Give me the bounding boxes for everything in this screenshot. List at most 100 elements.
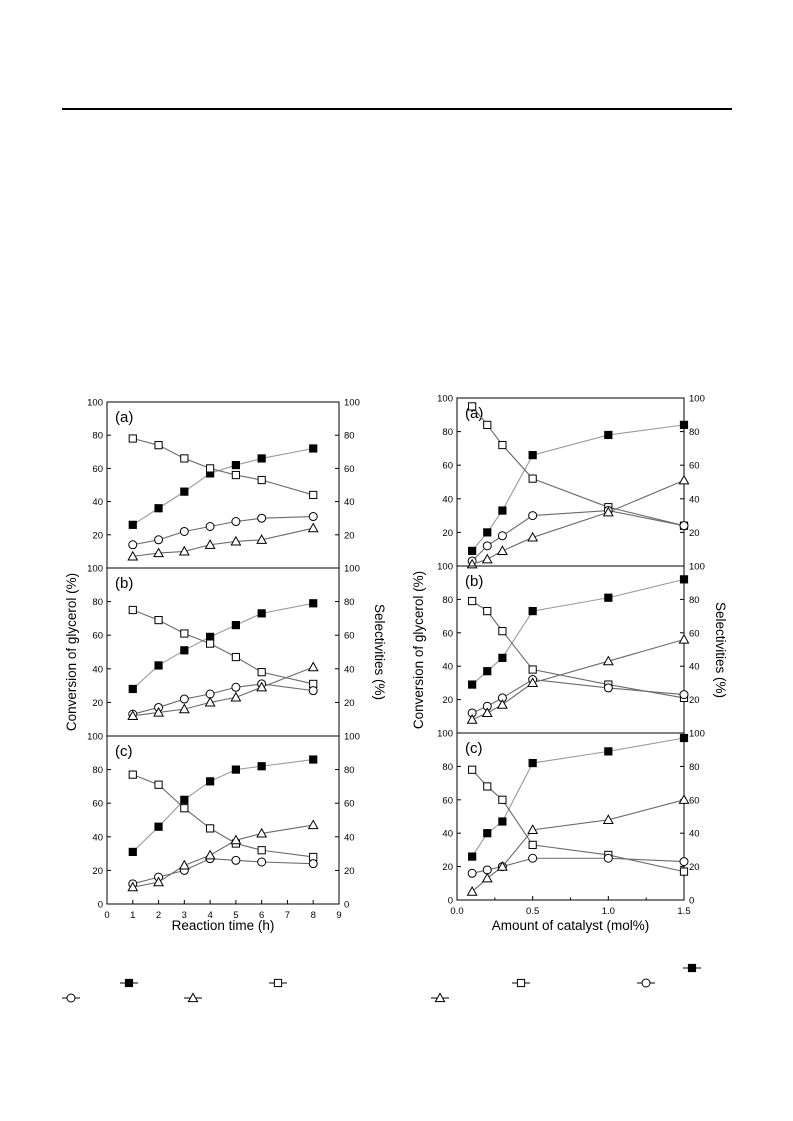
data-point-filled-square <box>231 621 240 630</box>
data-point-open-triangle <box>496 860 508 871</box>
x-tick-label: 0.0 <box>450 906 463 917</box>
legend-left-open-square <box>269 978 287 988</box>
legend-left-open-circle <box>62 993 80 1003</box>
y-tick-label-left: 100 <box>87 398 103 409</box>
data-point-open-square <box>206 824 215 833</box>
data-point-open-circle <box>308 686 318 696</box>
data-point-open-triangle <box>153 706 165 717</box>
x-tick-label: 9 <box>336 910 341 921</box>
y-tick-label-left: 40 <box>92 664 103 675</box>
y-tick-label-left: 0 <box>98 900 103 911</box>
panel-catalyst-amount-3: 0 0 20 20 40 40 60 60 80 80 100 100 (c) <box>437 729 705 907</box>
x-tick-label: 6 <box>259 910 264 921</box>
data-point-open-triangle <box>307 819 319 830</box>
data-point-open-circle <box>257 857 267 867</box>
data-point-open-triangle <box>153 547 165 558</box>
data-point-open-square <box>231 652 240 662</box>
data-point-filled-square <box>180 646 189 655</box>
legend-right-open-circle <box>637 978 655 988</box>
data-point-filled-square <box>309 755 318 764</box>
data-point-open-circle <box>603 683 613 693</box>
y-tick-label-left: 80 <box>92 597 103 608</box>
data-point-open-triangle <box>307 522 319 533</box>
data-point-open-triangle <box>127 710 139 720</box>
y-tick-label-right: 80 <box>689 427 700 438</box>
y-axis-label-left: Conversion of glycerol (%) <box>64 573 79 731</box>
data-point-filled-square <box>180 487 189 496</box>
x-tick-label: 1.5 <box>677 906 690 917</box>
legend-left-filled-square <box>120 978 138 988</box>
data-point-open-circle <box>308 859 318 869</box>
data-point-filled-square <box>483 667 492 676</box>
data-point-open-circle <box>679 521 689 531</box>
y-tick-label-right: 60 <box>689 461 700 472</box>
x-tick-label: 4 <box>207 910 212 921</box>
data-point-filled-square <box>128 684 137 694</box>
data-point-open-circle <box>205 522 215 531</box>
x-tick-label: 8 <box>311 910 316 921</box>
panel-reaction-time-1: 20 20 40 40 60 60 80 80 100 100 (a) <box>87 398 360 569</box>
data-point-open-circle <box>308 512 318 522</box>
data-point-filled-square <box>128 520 137 529</box>
data-point-open-circle <box>179 694 189 704</box>
y-tick-label-left: 20 <box>92 866 103 877</box>
data-point-open-square <box>498 627 507 636</box>
data-point-filled-square <box>604 430 613 440</box>
y-tick-label-left: 100 <box>437 562 453 573</box>
y-tick-label-right: 100 <box>344 732 360 743</box>
y-tick-label-left: 60 <box>92 464 103 475</box>
data-point-open-triangle <box>678 633 690 644</box>
y-tick-label-right: 80 <box>689 595 700 606</box>
y-tick-label-left: 40 <box>92 497 103 508</box>
y-tick-label-right: 60 <box>344 799 355 810</box>
data-point-open-triangle <box>204 696 216 707</box>
y-tick-label-right: 40 <box>344 497 355 508</box>
y-tick-label-right: 20 <box>689 695 700 706</box>
data-point-open-triangle <box>307 661 319 672</box>
data-point-open-square <box>180 454 189 463</box>
data-point-open-square <box>483 782 492 791</box>
data-point-open-square <box>257 475 266 485</box>
data-point-open-square <box>154 441 163 450</box>
y-tick-label-right: 20 <box>344 866 355 877</box>
y-tick-label-left: 80 <box>92 431 103 442</box>
legend-marker-open-triangle <box>187 992 199 1003</box>
y-tick-label-left: 0 <box>448 896 453 907</box>
legend-marker-open-square <box>516 978 526 988</box>
data-point-open-triangle <box>153 876 165 887</box>
data-point-open-circle <box>231 517 241 527</box>
y-axis-label-left: Conversion of glycerol (%) <box>411 571 426 729</box>
data-point-filled-square <box>206 632 215 641</box>
data-point-open-circle <box>128 540 138 550</box>
panel-label: (b) <box>465 573 483 590</box>
x-tick-label: 0 <box>104 910 109 921</box>
y-tick-label-left: 60 <box>442 461 453 472</box>
data-point-open-square <box>309 490 318 500</box>
y-tick-label-left: 80 <box>442 595 453 606</box>
legend-marker-filled-square <box>124 978 134 988</box>
y-tick-label-right: 20 <box>689 528 700 539</box>
y-tick-label-right: 60 <box>689 628 700 639</box>
y-tick-label-right: 20 <box>689 862 700 873</box>
panel-label: (b) <box>115 575 133 592</box>
data-point-open-square <box>483 606 492 616</box>
legend-marker-open-circle <box>66 993 76 1003</box>
y-tick-label-right: 100 <box>689 729 705 740</box>
data-point-open-triangle <box>230 691 242 702</box>
legend-marker-open-triangle <box>434 992 446 1003</box>
data-point-filled-square <box>498 817 507 826</box>
y-tick-label-left: 80 <box>442 427 453 438</box>
data-point-filled-square <box>498 506 507 515</box>
data-point-open-triangle <box>678 474 690 485</box>
data-point-filled-square <box>679 420 689 429</box>
data-point-open-square <box>231 470 240 480</box>
y-tick-label-left: 80 <box>442 762 453 773</box>
data-point-filled-square <box>468 546 477 555</box>
panel-reaction-time-3: 0 0 20 20 40 40 60 60 80 80 100 100 (c) <box>87 732 360 911</box>
data-point-open-square <box>528 474 537 483</box>
y-axis-label-right: Selectivities (%) <box>713 602 728 698</box>
data-point-open-triangle <box>256 827 268 838</box>
